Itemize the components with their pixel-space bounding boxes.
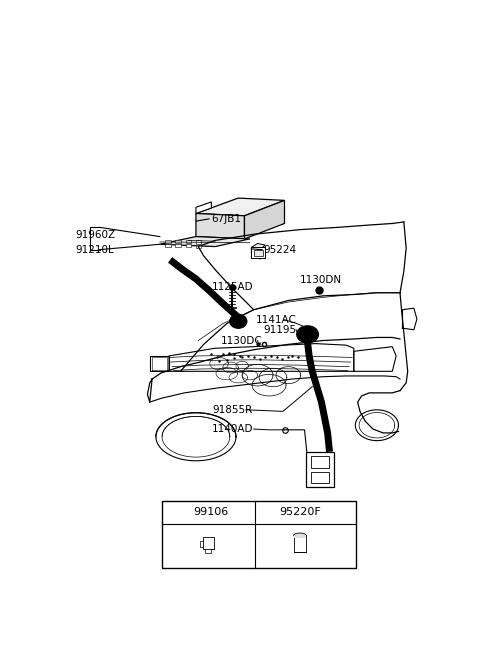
Bar [311,472,329,483]
Bar [203,537,214,549]
Bar [175,244,180,247]
Bar [165,239,170,243]
Text: 91195: 91195 [263,325,296,335]
Text: 1141AC: 1141AC [256,315,297,325]
Text: 67JB1: 67JB1 [211,214,241,224]
Ellipse shape [297,326,318,343]
Bar [186,239,192,243]
Bar [311,456,329,468]
Text: 1125AD: 1125AD [212,281,254,292]
Polygon shape [196,198,285,216]
Text: 91960Z: 91960Z [75,230,115,240]
Ellipse shape [294,533,306,538]
Bar [205,549,211,553]
Polygon shape [196,202,211,213]
Polygon shape [252,243,265,249]
Bar [294,535,306,552]
Text: 91855R: 91855R [212,405,252,415]
Text: 1140AD: 1140AD [212,424,253,434]
Bar [196,245,201,248]
Bar [306,452,334,487]
Bar [175,239,180,243]
Bar [252,247,265,258]
Text: 99106: 99106 [193,507,228,517]
Text: 1130DC: 1130DC [221,335,263,346]
Bar [165,244,170,247]
Bar [196,240,201,243]
Bar [294,535,306,539]
Polygon shape [196,213,244,239]
Text: 95220F: 95220F [279,507,321,517]
Text: 1130DN: 1130DN [300,276,342,285]
Bar [186,244,192,247]
Ellipse shape [230,314,247,328]
Text: 95224: 95224 [264,245,297,255]
Polygon shape [160,237,250,247]
Polygon shape [252,247,261,259]
Bar [254,250,263,256]
Text: 91210L: 91210L [75,245,114,255]
Bar [162,501,356,569]
Polygon shape [244,200,285,239]
